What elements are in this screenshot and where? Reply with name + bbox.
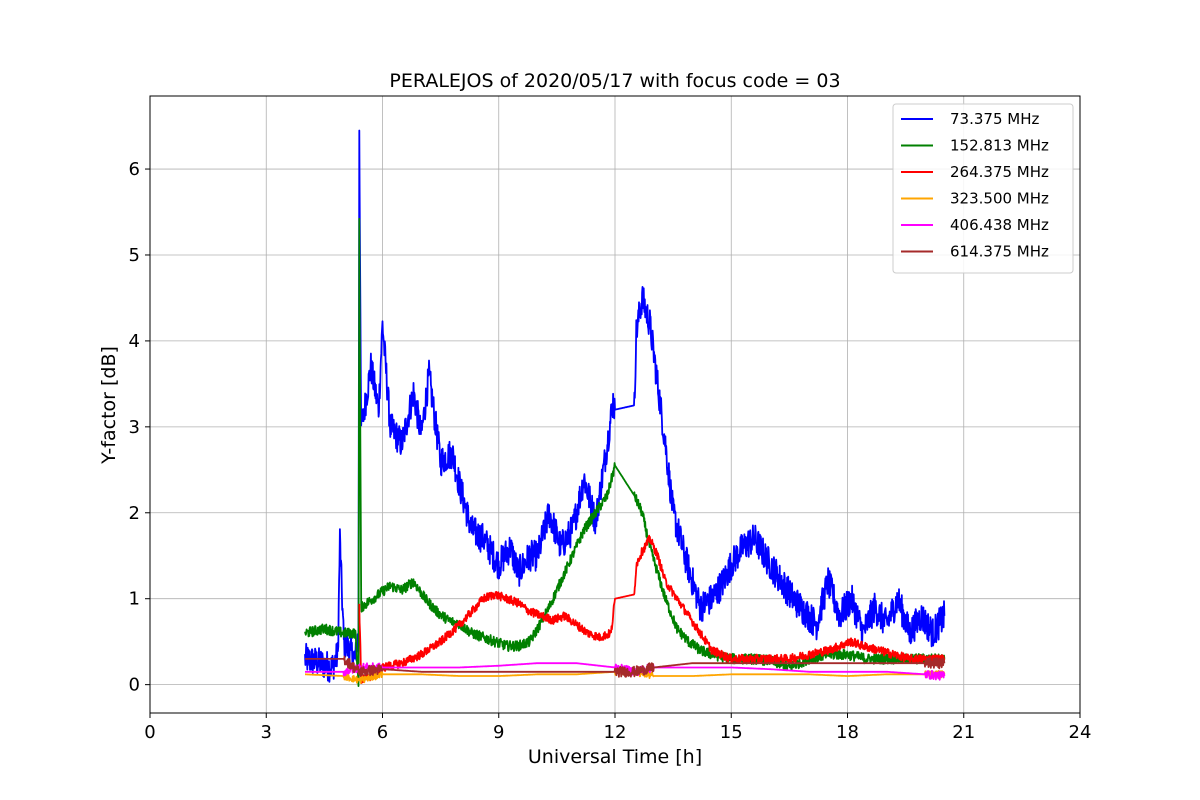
y-tick-label: 6 [129, 159, 140, 180]
series-line-1 [304, 217, 946, 687]
legend-box [892, 103, 1074, 274]
plot-area [304, 129, 946, 687]
legend-entry-label: 323.500 MHz [950, 190, 1049, 208]
y-tick-label: 0 [129, 675, 140, 696]
legend-entry-label: 614.375 MHz [950, 243, 1049, 261]
x-tick-label: 15 [720, 722, 743, 743]
legend: 73.375 MHz 152.813 MHz 264.375 MHz 323.500 … [892, 103, 1074, 274]
chart-title: PERALEJOS of 2020/05/17 with focus code … [389, 70, 840, 92]
x-tick-label: 24 [1069, 722, 1092, 743]
y-axis: 0 1 2 3 4 5 6 [129, 159, 150, 696]
x-tick-label: 21 [952, 722, 975, 743]
legend-entry-label: 406.438 MHz [950, 216, 1049, 234]
x-tick-label: 9 [493, 722, 504, 743]
series-group [304, 129, 946, 687]
y-tick-label: 4 [129, 331, 140, 352]
x-tick-label: 3 [261, 722, 272, 743]
x-tick-label: 12 [604, 722, 627, 743]
legend-entry-label: 73.375 MHz [950, 110, 1039, 128]
x-tick-label: 18 [836, 722, 859, 743]
legend-entry-label: 152.813 MHz [950, 137, 1049, 155]
y-tick-label: 1 [129, 589, 140, 610]
x-tick-label: 0 [144, 722, 155, 743]
y-tick-label: 5 [129, 245, 140, 266]
series-line-5 [304, 655, 946, 678]
y-axis-label: Y-factor [dB] [98, 346, 120, 465]
series-line-0 [304, 129, 946, 683]
series-line-2 [358, 534, 946, 684]
x-axis: 0 3 6 9 12 15 18 21 24 [144, 713, 1091, 743]
x-tick-label: 6 [377, 722, 388, 743]
y-tick-label: 3 [129, 417, 140, 438]
y-tick-label: 2 [129, 503, 140, 524]
x-axis-label: Universal Time [h] [528, 746, 702, 768]
legend-entry-label: 264.375 MHz [950, 163, 1049, 181]
